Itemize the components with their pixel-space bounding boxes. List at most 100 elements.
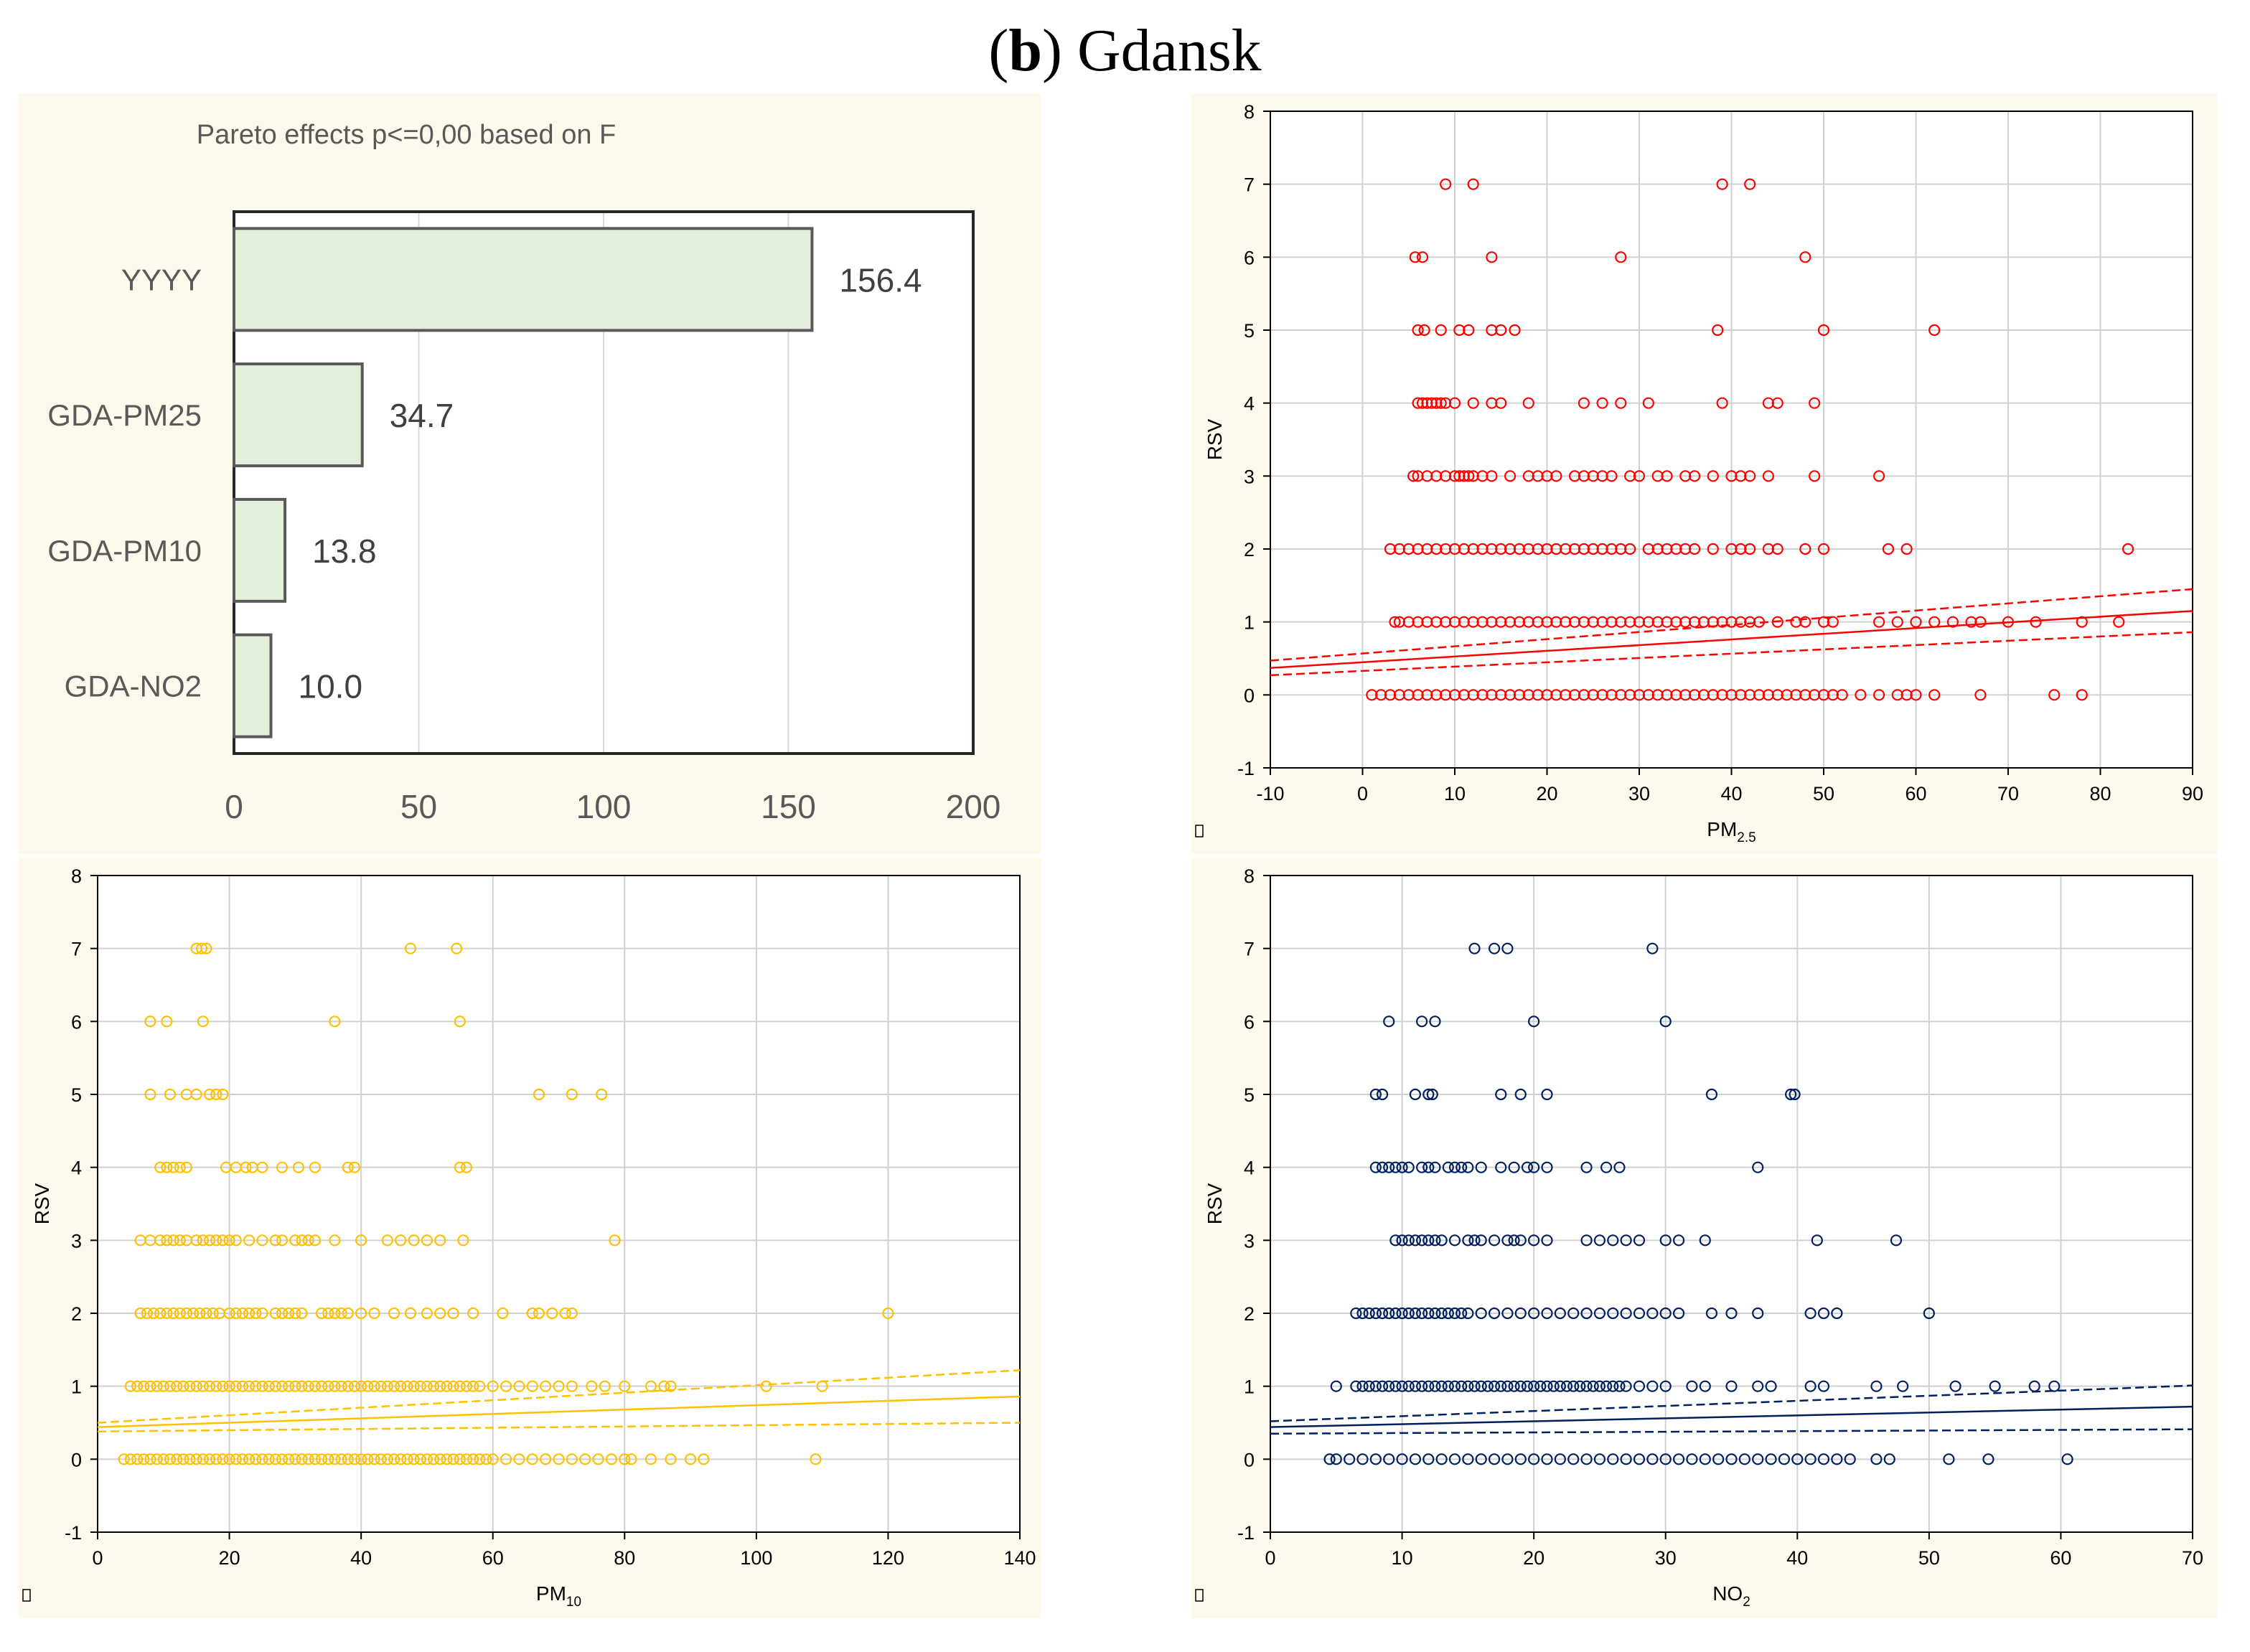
data-point <box>1587 689 1599 701</box>
data-point <box>408 1380 420 1392</box>
confidence-lower-line <box>97 1422 1021 1432</box>
data-point <box>526 1453 538 1465</box>
data-point <box>1396 1307 1408 1320</box>
data-point <box>1580 1234 1593 1247</box>
data-point <box>174 1161 186 1173</box>
data-point <box>1642 397 1654 409</box>
data-point <box>467 1307 479 1320</box>
data-point <box>1541 470 1553 482</box>
data-point <box>1440 178 1452 190</box>
data-point <box>1384 543 1397 555</box>
data-point <box>1872 470 1885 482</box>
data-point <box>1593 1307 1606 1320</box>
y-tick-label: 0 <box>1244 685 1255 706</box>
data-point <box>263 1380 275 1392</box>
data-point <box>335 1453 347 1465</box>
data-point <box>1475 1234 1487 1247</box>
data-point <box>1440 470 1452 482</box>
data-point <box>194 1307 206 1320</box>
data-point <box>157 1380 169 1392</box>
data-point <box>1699 1234 1711 1247</box>
data-point <box>1725 616 1738 628</box>
data-point <box>1458 616 1470 628</box>
data-point <box>1661 689 1673 701</box>
data-point <box>207 1307 219 1320</box>
data-point <box>2076 616 2088 628</box>
data-point <box>223 1453 235 1465</box>
data-point <box>1646 942 1659 954</box>
data-point <box>1554 1307 1566 1320</box>
data-point <box>1574 1380 1586 1392</box>
data-point <box>1550 543 1562 555</box>
data-point <box>292 1161 305 1173</box>
data-point <box>1615 397 1627 409</box>
data-point <box>1735 616 1747 628</box>
data-point <box>388 1380 400 1392</box>
data-point <box>526 1380 538 1392</box>
data-point <box>540 1380 552 1392</box>
data-point <box>1817 1307 1830 1320</box>
data-point <box>1560 1380 1573 1392</box>
plot-border <box>97 875 1021 1533</box>
data-point <box>1620 1453 1632 1465</box>
data-point <box>1550 470 1562 482</box>
data-point <box>1463 470 1475 482</box>
data-point <box>1467 178 1479 190</box>
data-point <box>1670 616 1682 628</box>
data-point <box>1514 1307 1527 1320</box>
data-point <box>1596 616 1608 628</box>
data-point <box>151 1380 163 1392</box>
data-point <box>1613 1161 1626 1173</box>
data-point <box>210 1453 222 1465</box>
data-point <box>1521 1380 1534 1392</box>
data-point <box>1369 1380 1382 1392</box>
data-point <box>474 1453 486 1465</box>
data-point <box>1891 616 1903 628</box>
data-point <box>1462 1380 1474 1392</box>
data-point <box>1412 470 1424 482</box>
data-point <box>1607 1307 1619 1320</box>
data-point <box>1642 689 1654 701</box>
data-point <box>180 1161 193 1173</box>
data-point <box>1900 543 1913 555</box>
data-point <box>1633 616 1646 628</box>
data-point <box>1844 1453 1856 1465</box>
data-point <box>1383 1380 1395 1392</box>
data-point <box>296 1380 308 1392</box>
data-point <box>1389 1234 1402 1247</box>
data-point <box>1475 1453 1487 1465</box>
data-point <box>1596 470 1608 482</box>
data-point <box>1923 1307 1935 1320</box>
data-point <box>1350 1380 1362 1392</box>
data-point <box>1659 1453 1672 1465</box>
data-point <box>368 1380 380 1392</box>
data-point <box>1521 1161 1534 1173</box>
data-point <box>1412 324 1424 337</box>
category-label: GDA-NO2 <box>65 670 202 703</box>
data-point <box>1476 470 1489 482</box>
data-point <box>1578 689 1590 701</box>
data-point <box>1735 689 1747 701</box>
data-point <box>1615 543 1627 555</box>
data-point <box>1752 1307 1764 1320</box>
data-point <box>1396 1234 1408 1247</box>
data-point <box>1514 1234 1527 1247</box>
data-point <box>1836 689 1848 701</box>
data-point <box>296 1234 308 1247</box>
data-point <box>1600 1161 1613 1173</box>
data-point <box>1778 1453 1791 1465</box>
data-point <box>1799 689 1811 701</box>
data-point <box>1870 1453 1883 1465</box>
x-tick-label: 80 <box>2089 783 2111 804</box>
data-point <box>1900 689 1913 701</box>
data-point <box>1974 616 1987 628</box>
data-point <box>223 1380 235 1392</box>
data-point <box>1475 1161 1487 1173</box>
data-point <box>619 1380 631 1392</box>
data-point <box>1448 1380 1461 1392</box>
data-point <box>1817 543 1830 555</box>
data-point <box>1646 1453 1659 1465</box>
data-point <box>322 1307 334 1320</box>
data-point <box>1688 470 1701 482</box>
x-tick-label: 100 <box>576 788 632 825</box>
